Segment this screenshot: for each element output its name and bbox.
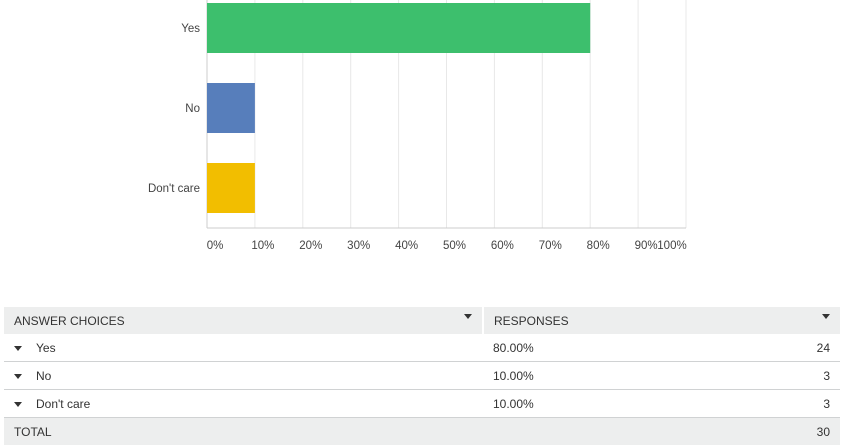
count-cell: 3 [713,389,840,418]
responses-header[interactable]: RESPONSES [483,307,840,334]
x-tick-label: 90% [635,240,658,252]
expand-caret-icon[interactable] [14,401,22,407]
table-row: Don't care 10.00% 3 [4,389,840,418]
choice-label: Don't care [36,396,91,411]
percent-cell: 80.00% [483,334,714,362]
bar-don-t-care [207,163,255,213]
choice-label: No [36,368,52,383]
x-tick-label: 30% [347,240,370,252]
x-tick-label: 40% [395,240,418,252]
sort-caret-icon[interactable] [464,313,472,319]
x-tick-label: 80% [587,240,610,252]
responses-table: ANSWER CHOICES RESPONSES Yes 80.00% 24 N… [4,307,840,445]
count-cell: 24 [713,334,840,362]
x-tick-label: 10% [251,240,274,252]
category-label: Yes [181,23,200,35]
x-tick-label: 20% [299,240,322,252]
answer-choices-header[interactable]: ANSWER CHOICES [4,307,484,334]
sort-caret-icon[interactable] [822,313,830,319]
total-count: 30 [713,417,840,445]
expand-caret-icon[interactable] [14,345,22,351]
percent-cell: 10.00% [483,361,714,390]
category-label: Don't care [148,183,200,195]
x-tick-label: 50% [443,240,466,252]
total-label: TOTAL [4,417,483,445]
x-tick-label: 60% [491,240,514,252]
bar-chart: 0% 10% 20% 30% 40% 50% 60% 70% 80% 90% 100% Yes No Do… [148,0,687,252]
choice-label: Yes [36,340,56,355]
table-header: ANSWER CHOICES RESPONSES [4,307,840,334]
category-label: No [185,103,200,115]
percent-cell: 10.00% [483,389,714,418]
count-cell: 3 [713,361,840,390]
x-tick-label: 100% [657,240,686,252]
table-row: No 10.00% 3 [4,361,840,390]
bar-yes [207,3,591,53]
x-tick-label: 0% [207,240,224,252]
total-row: TOTAL 30 [4,417,840,445]
table-row: Yes 80.00% 24 [4,334,840,362]
bar-no [207,83,255,133]
x-tick-label: 70% [539,240,562,252]
expand-caret-icon[interactable] [14,373,22,379]
